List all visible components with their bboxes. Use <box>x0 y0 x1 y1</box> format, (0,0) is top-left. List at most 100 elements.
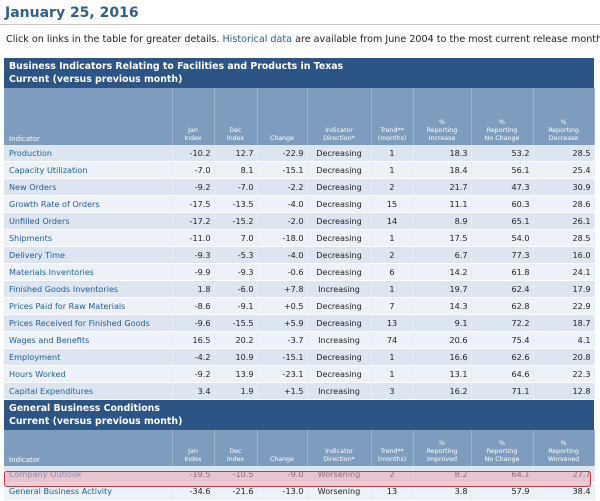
direction-value: Decreasing <box>307 161 372 179</box>
trend-value: 3 <box>371 382 414 400</box>
direction-value: Increasing <box>307 280 372 298</box>
header-pct-no-change-line: No Change <box>484 135 520 142</box>
header-indicator: Indicator <box>4 88 173 145</box>
indicator-link[interactable]: Prices Paid for Raw Materials <box>4 297 173 315</box>
pct-decrease-value: 30.9 <box>533 178 595 196</box>
header-change: Change <box>257 430 308 466</box>
header-pct-decrease-line: Decrease <box>548 135 579 142</box>
pct-decrease-value: 17.9 <box>533 280 595 298</box>
header-pct-increase-line: Improved <box>427 456 457 463</box>
trend-value: 1 <box>371 348 414 366</box>
header-trend: Trend** (months) <box>371 88 414 145</box>
pct-no-change-value: 71.1 <box>471 382 534 400</box>
header-pct-no-change-line: Reporting <box>486 448 518 455</box>
pct-no-change-value: 64.6 <box>471 365 534 383</box>
intro-text-after: are available from June 2004 to the most… <box>292 34 600 45</box>
header-trend-line: (months) <box>377 456 407 463</box>
table-row: Hours Worked -9.2 13.9 -23.1 Decreasing 1 13.1… <box>4 365 595 383</box>
indicator-link[interactable]: New Orders <box>4 178 173 196</box>
header-dec-index-line: Index <box>226 135 245 142</box>
jan-index-value: -9.2 <box>172 178 215 196</box>
pct-no-change-value: 47.3 <box>471 178 534 196</box>
pct-decrease-value: 4.1 <box>533 331 595 349</box>
indicator-link[interactable]: Wages and Benefits <box>4 331 173 349</box>
pct-decrease-value: 26.1 <box>533 212 595 230</box>
pct-no-change-value: 77.3 <box>471 246 534 264</box>
indicator-link[interactable]: Capacity Utilization <box>4 161 173 179</box>
header-direction: Indicator Direction* <box>307 88 372 145</box>
direction-value: Decreasing <box>307 246 372 264</box>
indicator-link[interactable]: Materials Inventories <box>4 263 173 281</box>
indicator-link[interactable]: Company Outlook <box>4 466 173 483</box>
section-title: Business Indicators Relating to Faciliti… <box>4 58 595 88</box>
indicator-link[interactable]: Prices Received for Finished Goods <box>4 314 173 332</box>
pct-increase-value: 19.7 <box>413 280 472 298</box>
historical-data-link[interactable]: Historical data <box>222 34 293 45</box>
header-direction-line: Indicator <box>325 127 353 134</box>
indicator-link[interactable]: Production <box>4 145 173 162</box>
table-row: Capital Expenditures 3.4 1.9 +1.5 Increasing… <box>4 382 595 400</box>
trend-value: 74 <box>371 331 414 349</box>
section-title-row: General Business Conditions Current (vers… <box>4 399 595 430</box>
header-direction: Indicator Direction* <box>307 430 372 466</box>
header-jan-index-line: Index <box>184 456 202 463</box>
indicator-link[interactable]: Shipments <box>4 229 173 247</box>
section2-body: General Business Conditions Current (vers… <box>4 399 595 501</box>
header-jan-index-line: Jan <box>188 127 198 134</box>
dec-index-value: 7.0 <box>214 229 258 247</box>
header-dec-index-line: Index <box>226 456 245 463</box>
pct-increase-value: 13.1 <box>413 365 472 383</box>
indicator-link[interactable]: Capital Expenditures <box>4 382 173 400</box>
dec-index-value: 12.7 <box>214 145 258 162</box>
header-pct-decrease-line: Reporting <box>548 127 579 134</box>
table-row: Wages and Benefits 16.5 20.2 -3.7 Increasing… <box>4 331 595 349</box>
change-value: +0.5 <box>257 297 308 315</box>
pct-increase-value: 16.6 <box>413 348 472 366</box>
trend-value: 2 <box>371 178 414 196</box>
header-pct-no-change: % Reporting No Change <box>471 430 534 466</box>
header-pct-increase-line: % <box>439 440 445 447</box>
header-pct-increase-line: % <box>439 119 445 126</box>
jan-index-value: -9.2 <box>172 365 215 383</box>
indicator-link[interactable]: Employment <box>4 348 173 366</box>
pct-no-change-value: 75.4 <box>471 331 534 349</box>
jan-index-value: 16.5 <box>172 331 215 349</box>
header-dec-index-line: Dec <box>229 127 242 134</box>
header-divider <box>0 24 600 25</box>
indicator-link[interactable]: Delivery Time <box>4 246 173 264</box>
direction-value: Decreasing <box>307 178 372 196</box>
table-row: Materials Inventories -9.9 -9.3 -0.6 Decreas… <box>4 263 595 281</box>
direction-value: Decreasing <box>307 212 372 230</box>
header-jan-index: Jan Index <box>172 88 215 145</box>
header-dec-index: Dec Index <box>214 430 258 466</box>
change-value: -2.2 <box>257 178 308 196</box>
dec-index-value: 8.1 <box>214 161 258 179</box>
pct-no-change-value: 62.8 <box>471 297 534 315</box>
intro-text: Click on links in the table for greater … <box>0 25 600 57</box>
indicator-link[interactable]: Growth Rate of Orders <box>4 195 173 213</box>
direction-value: Worsening <box>307 466 372 483</box>
indicator-link[interactable]: Unfilled Orders <box>4 212 173 230</box>
pct-increase-value: 14.3 <box>413 297 472 315</box>
direction-value: Decreasing <box>307 314 372 332</box>
change-value: +1.5 <box>257 382 308 400</box>
change-value: -22.9 <box>257 145 308 162</box>
intro-text-before: Click on links in the table for greater … <box>6 34 223 45</box>
dec-index-value: -5.3 <box>214 246 258 264</box>
header-direction-line: Direction* <box>323 456 355 463</box>
indicator-link[interactable]: Hours Worked <box>4 365 173 383</box>
page-date: January 25, 2016 <box>5 5 139 21</box>
header-jan-index-line: Jan <box>188 448 198 455</box>
indicator-link[interactable]: Finished Goods Inventories <box>4 280 173 298</box>
pct-no-change-value: 64.1 <box>471 466 534 483</box>
header-pct-increase-line: Reporting <box>426 448 458 455</box>
header-trend-line: (months) <box>377 135 407 142</box>
direction-value: Decreasing <box>307 297 372 315</box>
jan-index-value: -17.2 <box>172 212 215 230</box>
dec-index-value: -7.0 <box>214 178 258 196</box>
pct-no-change-value: 60.3 <box>471 195 534 213</box>
pct-no-change-value: 56.1 <box>471 161 534 179</box>
jan-index-value: -19.5 <box>172 466 215 483</box>
jan-index-value: -9.6 <box>172 314 215 332</box>
jan-index-value: -9.9 <box>172 263 215 281</box>
